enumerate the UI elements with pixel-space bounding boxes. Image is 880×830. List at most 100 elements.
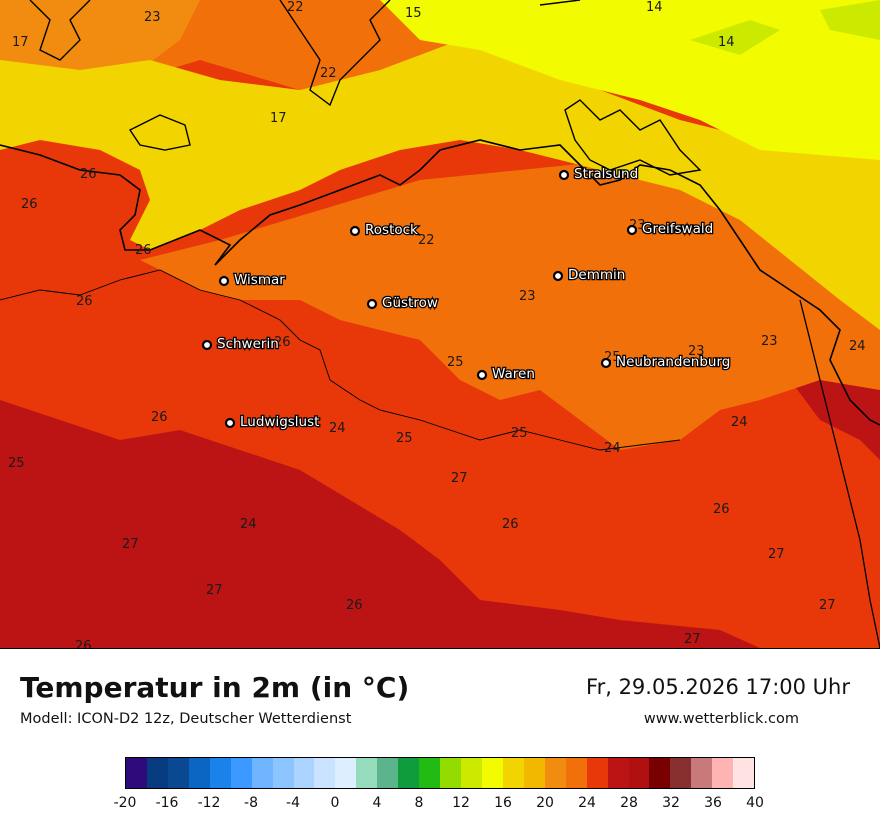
city-label: Ludwigslust (240, 414, 319, 430)
legend-tick-label: 36 (704, 795, 722, 811)
city-label: Rostock (365, 222, 418, 238)
city-label: Güstrow (382, 295, 438, 311)
iso-label: 26 (80, 167, 97, 182)
temperature-map: 23 22 15 14 14 17 22 17 26 26 26 22 23 2… (0, 0, 880, 649)
legend-tick-label: -20 (113, 795, 137, 811)
city-marker-icon (600, 357, 612, 369)
legend-swatch (523, 758, 545, 788)
legend-swatch (691, 758, 713, 788)
legend-tick-label: -8 (244, 795, 258, 811)
footer-panel: Temperatur in 2m (in °C) Modell: ICON-D2… (0, 649, 880, 830)
iso-label: 23 (761, 334, 778, 349)
legend-tick-label: 16 (494, 795, 512, 811)
city-guestrow[interactable]: Güstrow (366, 294, 439, 312)
isotherm-labels: 23 22 15 14 14 17 22 17 26 26 26 22 23 2… (8, 0, 866, 648)
legend-swatch (272, 758, 294, 788)
legend-swatch (565, 758, 587, 788)
iso-label: 26 (75, 639, 92, 648)
iso-label: 25 (511, 426, 528, 441)
legend-swatch (586, 758, 608, 788)
legend-swatch (628, 758, 650, 788)
city-label: Stralsund (574, 166, 638, 182)
legend-tick-label: 28 (620, 795, 638, 811)
legend-swatch (293, 758, 315, 788)
iso-label: 27 (819, 598, 836, 613)
island-poel (128, 114, 191, 151)
iso-label: 14 (646, 0, 663, 15)
legend-tick-label: 12 (452, 795, 470, 811)
legend-swatch (335, 758, 357, 788)
iso-label: 25 (396, 431, 413, 446)
legend-swatch (377, 758, 399, 788)
legend-swatch (398, 758, 420, 788)
iso-label: 23 (688, 344, 705, 359)
city-wismar[interactable]: Wismar (218, 271, 287, 289)
legend-swatch (209, 758, 231, 788)
iso-label: 27 (684, 632, 701, 647)
iso-label: 22 (287, 0, 304, 15)
legend-tick-label: 20 (536, 795, 554, 811)
legend-tick-label: 24 (578, 795, 596, 811)
legend-swatch (126, 758, 147, 788)
city-neubrandenburg[interactable]: Neubrandenburg (600, 353, 732, 371)
city-marker-icon (366, 298, 378, 310)
city-marker-icon (626, 224, 638, 236)
iso-label: 26 (713, 502, 730, 517)
iso-label: 26 (502, 517, 519, 532)
legend-tick-label: 40 (746, 795, 764, 811)
website-link[interactable]: www.wetterblick.com (643, 711, 799, 727)
iso-label: 23 (144, 10, 161, 25)
city-ludwigslust[interactable]: Ludwigslust (224, 413, 321, 431)
map-svg: 23 22 15 14 14 17 22 17 26 26 26 22 23 2… (0, 0, 880, 648)
iso-label: 24 (849, 339, 866, 354)
iso-label: 14 (718, 35, 735, 50)
city-waren[interactable]: Waren (476, 365, 536, 383)
iso-label: 24 (731, 415, 748, 430)
iso-label: 24 (329, 421, 346, 436)
city-stralsund[interactable]: Stralsund (558, 165, 639, 183)
island-ruegen (564, 99, 702, 176)
iso-label: 27 (206, 583, 223, 598)
legend-swatch (733, 758, 755, 788)
city-rostock[interactable]: Rostock (349, 221, 419, 239)
city-label: Demmin (568, 267, 625, 283)
iso-label: 17 (12, 35, 29, 50)
iso-label: 24 (240, 517, 257, 532)
legend-swatch (461, 758, 482, 788)
legend-swatch (419, 758, 441, 788)
city-label: Schwerin (217, 336, 279, 352)
color-legend (125, 757, 755, 789)
iso-label: 25 (8, 456, 25, 471)
model-info: Modell: ICON-D2 12z, Deutscher Wetterdie… (20, 711, 352, 727)
zone-16-20 (0, 40, 880, 330)
city-schwerin[interactable]: Schwerin (201, 335, 280, 353)
zone-22-24 (140, 160, 880, 450)
legend-swatch (502, 758, 524, 788)
city-marker-icon (349, 225, 361, 237)
forecast-datetime: Fr, 29.05.2026 17:00 Uhr (586, 675, 850, 699)
iso-label: 26 (274, 335, 291, 350)
coastline (0, 139, 880, 426)
legend-tick-label: -16 (155, 795, 179, 811)
city-greifswald[interactable]: Greifswald (626, 220, 715, 238)
iso-label: 26 (151, 410, 168, 425)
legend-swatch (146, 758, 168, 788)
iso-label: 25 (447, 355, 464, 370)
city-marker-icon (218, 275, 230, 287)
iso-label: 26 (76, 294, 93, 309)
legend-swatch (440, 758, 461, 788)
legend-swatch (167, 758, 189, 788)
zone-12-14 (820, 0, 880, 40)
legend-tick-label: 8 (414, 795, 424, 811)
city-demmin[interactable]: Demmin (552, 266, 627, 284)
iso-label: 22 (418, 233, 435, 248)
legend-swatch (649, 758, 671, 788)
legend-tick-label: -4 (286, 795, 300, 811)
legend-ticks: -20 -16 -12 -8 -4 0 4 8 12 16 20 24 28 32 36 40 (114, 795, 764, 815)
legend-swatch (481, 758, 503, 788)
iso-label: 15 (405, 6, 422, 21)
legend-swatch (544, 758, 566, 788)
city-marker-icon (201, 339, 213, 351)
zone-28-plus (0, 400, 760, 648)
state-border (0, 269, 681, 451)
